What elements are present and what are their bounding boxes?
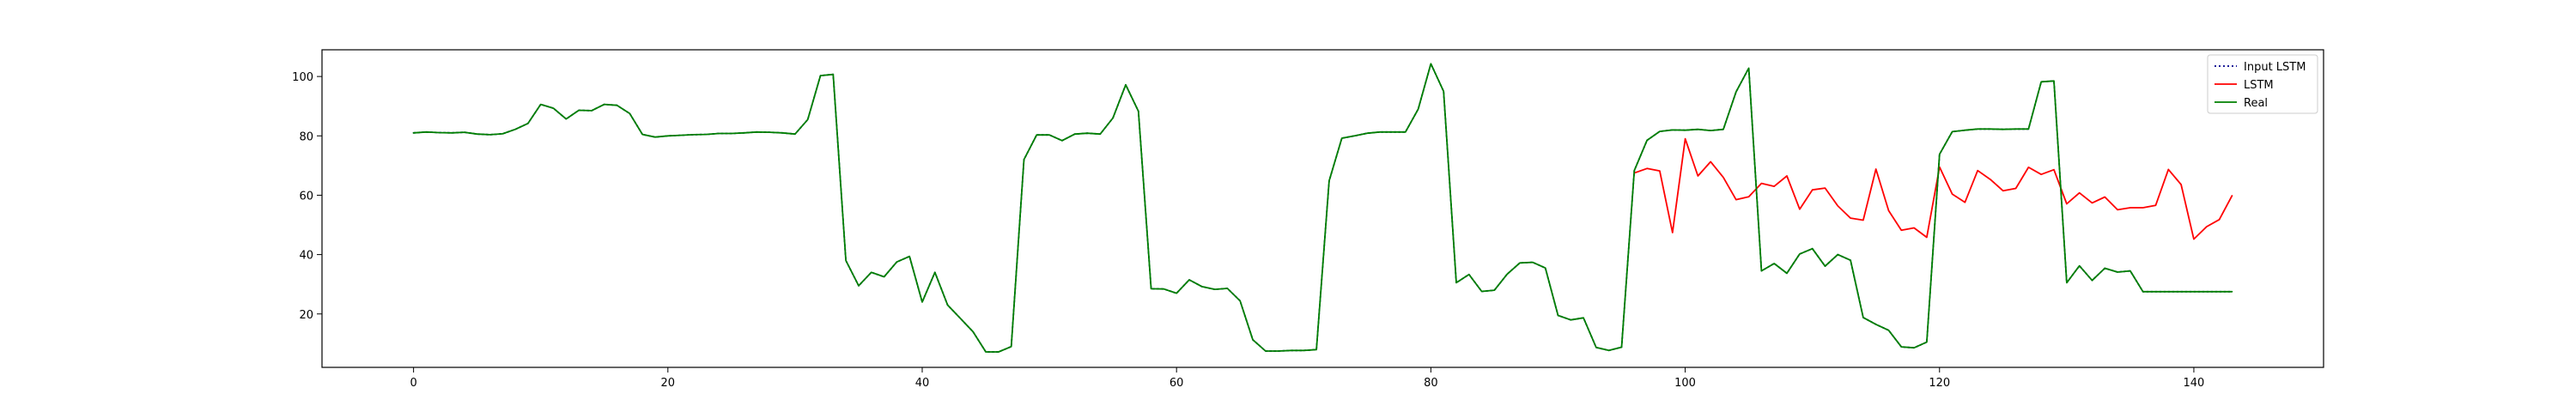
y-tick-label: 20 bbox=[299, 309, 313, 322]
legend-label: Input LSTM bbox=[2244, 61, 2306, 74]
x-tick-label: 140 bbox=[2184, 377, 2205, 390]
y-tick-label: 40 bbox=[299, 250, 313, 263]
y-tick-label: 100 bbox=[292, 71, 313, 84]
x-tick-label: 20 bbox=[661, 377, 676, 390]
x-tick-label: 80 bbox=[1424, 377, 1438, 390]
x-tick-label: 120 bbox=[1929, 377, 1950, 390]
x-tick-label: 60 bbox=[1170, 377, 1184, 390]
series-line-lstm bbox=[1633, 137, 2233, 240]
plot-area bbox=[322, 50, 2324, 367]
y-tick-label: 60 bbox=[299, 190, 313, 203]
x-tick-label: 0 bbox=[410, 377, 416, 390]
series-layer bbox=[412, 63, 2233, 353]
legend: Input LSTM LSTM Real bbox=[2207, 54, 2318, 114]
plot-frame bbox=[321, 49, 2324, 368]
legend-label: Real bbox=[2244, 97, 2268, 110]
y-tick-label: 80 bbox=[299, 130, 313, 143]
legend-box bbox=[2207, 54, 2318, 114]
y-axis: 20 40 60 80 100 bbox=[292, 71, 322, 322]
x-axis: 0 20 40 60 80 100 120 140 bbox=[410, 367, 2204, 390]
legend-label: LSTM bbox=[2244, 79, 2274, 92]
x-tick-label: 40 bbox=[915, 377, 930, 390]
series-line-real bbox=[412, 63, 2233, 353]
x-tick-label: 100 bbox=[1674, 377, 1696, 390]
